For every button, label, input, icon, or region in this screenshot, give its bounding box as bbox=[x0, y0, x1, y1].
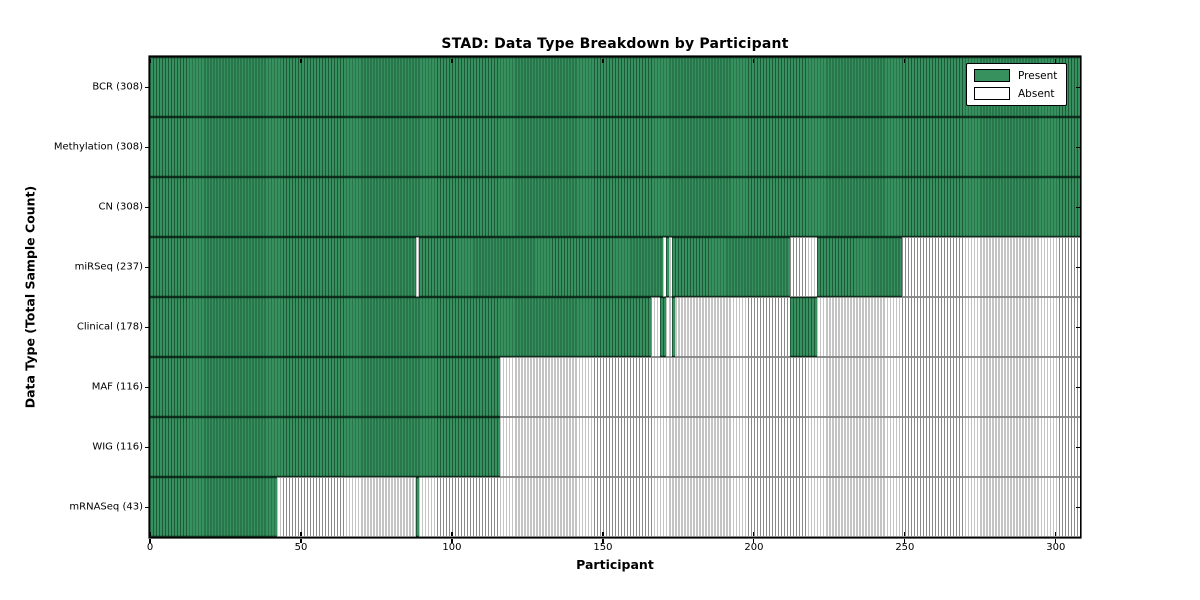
y-tick-label: BCR (308) bbox=[92, 81, 143, 93]
x-tick-mark-top-in bbox=[602, 58, 604, 63]
present-segment bbox=[666, 237, 670, 297]
x-tick-mark-bottom-in bbox=[149, 532, 151, 536]
y-tick-mark-right bbox=[1076, 446, 1080, 448]
x-tick-mark-bottom bbox=[753, 538, 755, 543]
y-tick-mark-left bbox=[144, 146, 149, 148]
y-tick-mark-right bbox=[1076, 146, 1080, 148]
present-segment bbox=[418, 237, 664, 297]
present-segment bbox=[150, 57, 1080, 117]
present-segment bbox=[150, 177, 1080, 237]
x-tick-mark-bottom-in bbox=[300, 532, 302, 536]
y-tick-mark-right bbox=[1076, 506, 1080, 508]
x-tick-mark-bottom-in bbox=[451, 532, 453, 536]
present-segment bbox=[150, 417, 501, 477]
y-tick-mark-left bbox=[144, 446, 149, 448]
present-segment bbox=[790, 297, 818, 357]
present-segment bbox=[150, 297, 652, 357]
present-segment bbox=[672, 297, 676, 357]
y-tick-mark-left bbox=[144, 206, 149, 208]
plot-area bbox=[150, 57, 1080, 537]
x-tick-label: 50 bbox=[294, 542, 308, 553]
y-tick-label: Clinical (178) bbox=[76, 321, 143, 333]
legend: Present Absent bbox=[966, 63, 1068, 106]
x-tick-mark-bottom bbox=[451, 538, 453, 543]
x-tick-mark-top-in bbox=[753, 58, 755, 63]
x-tick-mark-top-in bbox=[149, 58, 151, 63]
present-segment bbox=[672, 237, 791, 297]
legend-item-present: Present bbox=[974, 69, 1057, 82]
present-segment bbox=[415, 477, 419, 537]
x-tick-mark-top-in bbox=[300, 58, 302, 63]
x-tick-mark-bottom bbox=[1055, 538, 1057, 543]
data-row-BCR bbox=[150, 57, 1080, 117]
x-tick-label: 100 bbox=[442, 542, 462, 553]
present-segment bbox=[150, 477, 277, 537]
absent-swatch-icon bbox=[974, 87, 1010, 100]
chart-title: STAD: Data Type Breakdown by Participant bbox=[441, 36, 789, 52]
data-row-WIG bbox=[150, 417, 1080, 477]
y-tick-mark-left bbox=[144, 86, 149, 88]
y-tick-mark-left bbox=[144, 506, 149, 508]
x-tick-mark-bottom-in bbox=[904, 532, 906, 536]
x-tick-mark-top-in bbox=[451, 58, 453, 63]
y-tick-mark-right bbox=[1076, 266, 1080, 268]
present-segment bbox=[150, 237, 416, 297]
legend-label-absent: Absent bbox=[1018, 87, 1055, 100]
y-tick-label: Methylation (308) bbox=[53, 141, 143, 153]
x-tick-mark-bottom-in bbox=[602, 532, 604, 536]
y-tick-mark-right bbox=[1076, 386, 1080, 388]
present-segment bbox=[150, 117, 1080, 177]
x-tick-label: 150 bbox=[593, 542, 613, 553]
x-tick-mark-bottom-in bbox=[753, 532, 755, 536]
x-tick-label: 300 bbox=[1046, 542, 1066, 553]
x-tick-mark-top-in bbox=[904, 58, 906, 63]
y-tick-mark-left bbox=[144, 386, 149, 388]
legend-item-absent: Absent bbox=[974, 87, 1057, 100]
y-tick-label: mRNASeq (43) bbox=[69, 501, 143, 513]
present-segment bbox=[150, 357, 501, 417]
y-tick-label: MAF (116) bbox=[91, 381, 143, 393]
x-tick-mark-bottom bbox=[300, 538, 302, 543]
x-tick-mark-top-in bbox=[1055, 58, 1057, 63]
y-tick-mark-right bbox=[1076, 86, 1080, 88]
x-tick-mark-bottom-in bbox=[1055, 532, 1057, 536]
x-tick-label: 250 bbox=[895, 542, 915, 553]
present-swatch-icon bbox=[974, 69, 1010, 82]
y-tick-mark-right bbox=[1076, 206, 1080, 208]
x-tick-mark-bottom bbox=[149, 538, 151, 543]
y-tick-label: WIG (116) bbox=[92, 441, 143, 453]
y-tick-label: miRSeq (237) bbox=[74, 261, 143, 273]
data-row-miRSeq bbox=[150, 237, 1080, 297]
x-tick-mark-bottom bbox=[602, 538, 604, 543]
data-row-CN bbox=[150, 177, 1080, 237]
x-axis-label: Participant bbox=[576, 557, 654, 572]
data-row-Methylation bbox=[150, 117, 1080, 177]
y-axis-label: Data Type (Total Sample Count) bbox=[22, 185, 38, 409]
data-row-MAF bbox=[150, 357, 1080, 417]
data-row-Clinical bbox=[150, 297, 1080, 357]
y-tick-mark-left bbox=[144, 266, 149, 268]
data-row-mRNASeq bbox=[150, 477, 1080, 537]
present-segment bbox=[817, 237, 902, 297]
x-tick-mark-bottom bbox=[904, 538, 906, 543]
y-tick-mark-right bbox=[1076, 326, 1080, 328]
present-segment bbox=[660, 297, 667, 357]
y-tick-mark-left bbox=[144, 326, 149, 328]
x-tick-label: 200 bbox=[744, 542, 764, 553]
legend-label-present: Present bbox=[1018, 69, 1058, 82]
y-tick-label: CN (308) bbox=[98, 201, 143, 213]
x-tick-label: 0 bbox=[146, 542, 154, 553]
